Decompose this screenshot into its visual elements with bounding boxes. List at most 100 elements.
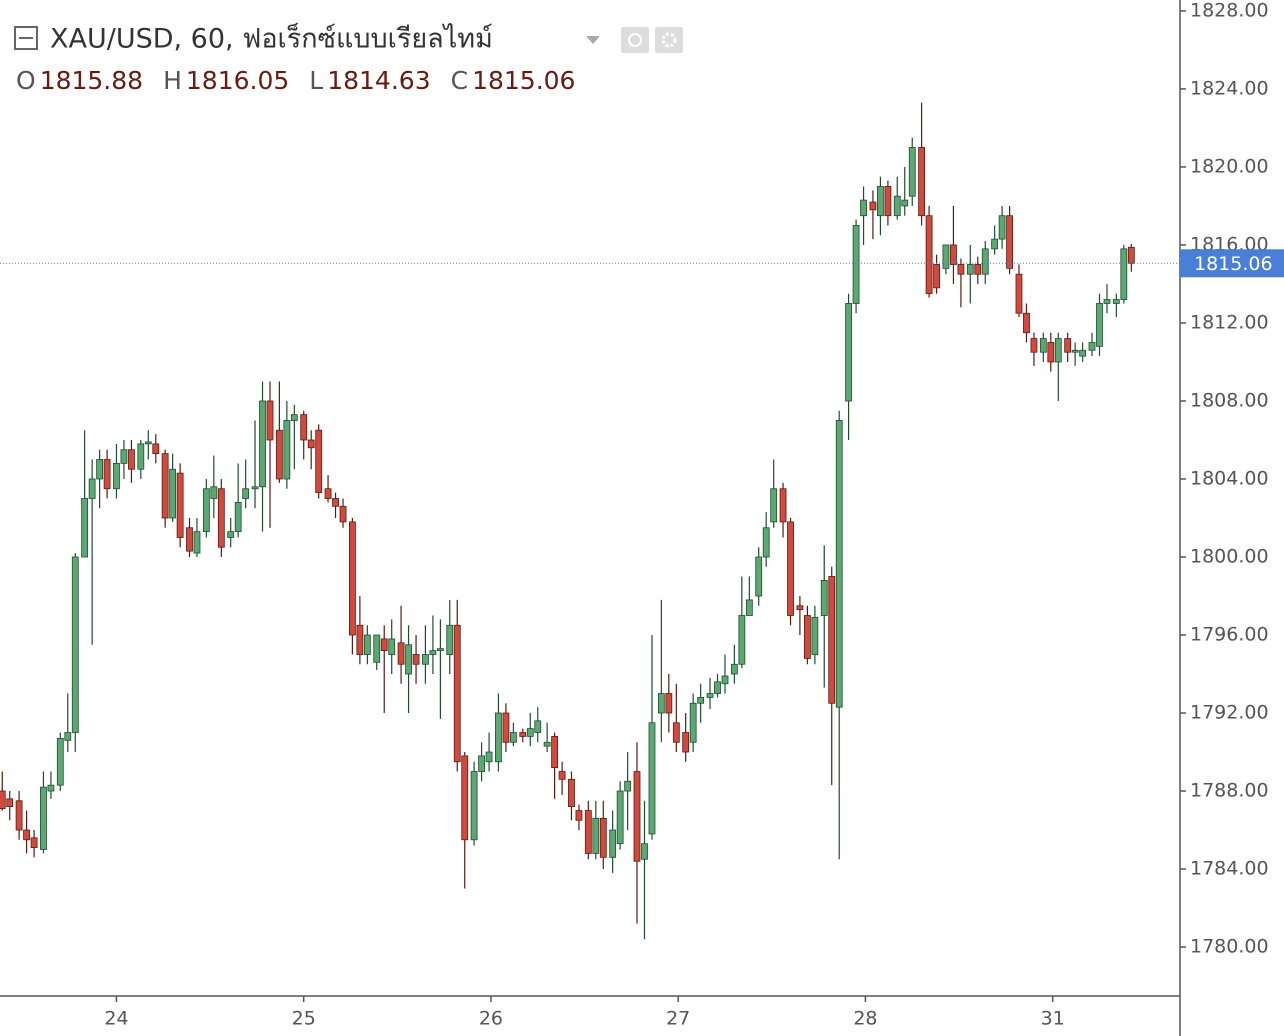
y-tick-label: 1824.00 [1190, 77, 1269, 99]
candle-body [47, 784, 55, 792]
candle-body [665, 693, 673, 714]
candle-body [966, 264, 974, 275]
candle-body [682, 732, 690, 753]
x-tick-label: 27 [666, 1008, 690, 1030]
candle-body [1047, 342, 1055, 363]
candle-body [974, 264, 982, 275]
candle-body [193, 531, 201, 554]
candle-body [689, 702, 697, 743]
candle-body [672, 722, 680, 743]
y-tick-label: 1796.00 [1190, 624, 1269, 646]
candle-body [1006, 215, 1014, 269]
candle-body [275, 429, 283, 480]
candle-body [266, 400, 274, 441]
candle-body [227, 531, 235, 538]
settings-button[interactable] [655, 27, 683, 53]
candle-body [1079, 349, 1087, 357]
candle-body [1096, 303, 1103, 347]
candle-body [1071, 349, 1079, 353]
y-tick-label: 1784.00 [1190, 858, 1269, 880]
gear-icon [661, 32, 677, 48]
dropdown-arrow[interactable] [586, 36, 600, 44]
candle-body [950, 244, 957, 265]
candle-body [796, 605, 804, 611]
candle-body [332, 498, 339, 507]
candle-body [300, 414, 308, 441]
candle-body [356, 624, 364, 655]
candle-body [534, 720, 542, 733]
candle-body [884, 186, 892, 217]
candle-body [957, 264, 965, 275]
plot-area [0, 102, 1180, 940]
candle-body [485, 751, 493, 763]
ohlc-value: 1815.06 [472, 66, 575, 95]
candle-body [1015, 273, 1023, 314]
candle-body [925, 215, 933, 295]
candle-body [380, 638, 388, 652]
candle-body [1088, 342, 1096, 351]
candle-body [71, 556, 79, 733]
candle-body [852, 225, 860, 304]
candle-body [592, 817, 600, 854]
candle-body [405, 644, 412, 675]
candle-body [1120, 248, 1128, 300]
candle-body [169, 468, 177, 519]
candle-body [633, 771, 641, 862]
ohlc-key: H [163, 66, 182, 95]
candle-body [1127, 246, 1135, 264]
candle-body [152, 443, 160, 455]
candle-body [315, 429, 323, 494]
candle-body [738, 615, 746, 665]
candle-body [23, 829, 30, 841]
candle-body [568, 778, 575, 808]
candle-body [324, 488, 332, 499]
candle-body [1064, 338, 1072, 353]
candle-body [787, 521, 794, 616]
y-tick-label: 1792.00 [1190, 702, 1269, 724]
candle-body [234, 501, 242, 533]
candle-body [502, 712, 510, 743]
legend-header: XAU/USD, 60, ฟอเร็กซ์แบบเรียลไทม์ [14, 21, 683, 55]
candle-body [436, 648, 444, 652]
y-tick-label: 1828.00 [1190, 0, 1269, 21]
candle-body [575, 810, 583, 821]
candle-body [422, 654, 429, 665]
candle-body [103, 459, 111, 490]
candle-body [446, 624, 454, 655]
candle-body [519, 732, 527, 737]
candle-body [202, 488, 210, 533]
candle-body [128, 449, 135, 470]
candle-body [210, 486, 218, 499]
candle-body [339, 505, 347, 523]
ohlc-key: L [309, 66, 323, 95]
candle-body [0, 790, 6, 809]
candle-body [526, 728, 534, 737]
candle-body [543, 741, 551, 747]
candle-body [991, 238, 999, 250]
candle-body [641, 843, 648, 860]
candle-body [599, 817, 607, 858]
candle-body [242, 488, 250, 499]
candle-body [363, 634, 371, 655]
candle-body [137, 443, 145, 470]
y-tick-label: 1788.00 [1190, 780, 1269, 802]
candle-body [803, 615, 811, 659]
candle-body [1112, 299, 1120, 304]
candle-body [64, 732, 72, 741]
candle-body [584, 810, 592, 854]
candle-body [290, 414, 298, 421]
candle-body [307, 439, 315, 449]
candle-body [1103, 299, 1111, 304]
x-tick-label: 28 [853, 1008, 877, 1030]
ohlc-legend: O 1815.88 H 1816.05 L 1814.63 C 1815.06 [16, 66, 575, 95]
candle-body [478, 755, 485, 772]
collapse-button[interactable] [14, 26, 38, 50]
candle-body [186, 527, 193, 552]
x-tick-label: 31 [1041, 1008, 1065, 1030]
visibility-button[interactable] [621, 27, 649, 53]
candle-body [779, 488, 787, 523]
ohlc-value: 1815.88 [40, 66, 143, 95]
x-tick-label: 25 [292, 1008, 316, 1030]
candle-body [412, 654, 420, 665]
